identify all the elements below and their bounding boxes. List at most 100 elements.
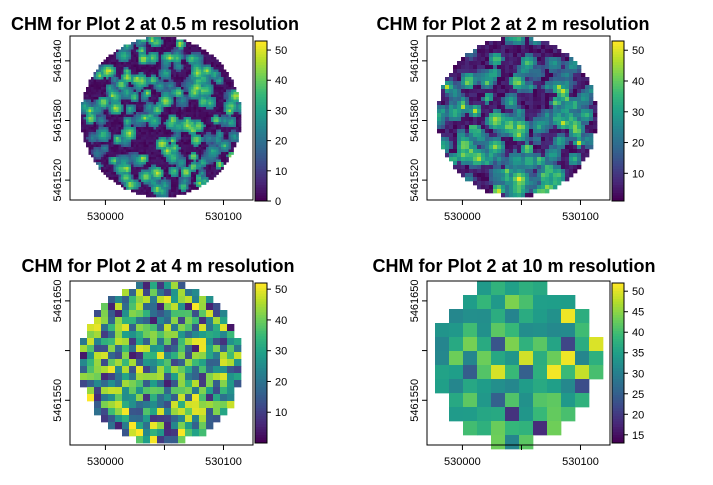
raster-cell [156, 99, 159, 103]
raster-cell [521, 97, 526, 102]
raster-cell [171, 366, 179, 374]
raster-cell [108, 345, 116, 353]
raster-cell [206, 97, 209, 100]
raster-cell [116, 92, 119, 95]
raster-cell [136, 132, 139, 135]
raster-cell [148, 62, 152, 65]
raster-cell [188, 152, 192, 155]
raster-cell [171, 57, 174, 60]
raster-cell [581, 121, 586, 126]
raster-cell [206, 77, 209, 80]
colorbar-tick-label: 30 [632, 107, 644, 119]
raster-cell [88, 82, 92, 85]
raster-cell [557, 57, 562, 62]
raster-cell [545, 93, 550, 98]
raster-cell [477, 113, 482, 118]
raster-cell [216, 129, 219, 133]
raster-cell [188, 102, 192, 105]
raster-cell [122, 303, 130, 311]
raster-cell [133, 117, 137, 120]
raster-cell [156, 49, 159, 53]
raster-cell [191, 47, 194, 50]
raster-cell [569, 69, 574, 74]
raster-cell [198, 167, 202, 170]
x-tick-label: 530000 [87, 211, 124, 223]
raster-cell [131, 42, 134, 45]
raster-cell [103, 79, 107, 83]
raster-cell [465, 137, 470, 142]
raster-cell [537, 109, 542, 114]
raster-cell [477, 85, 482, 90]
raster-cell [553, 141, 558, 146]
raster-cell [513, 185, 518, 190]
raster-cell [561, 165, 566, 170]
raster-cell [569, 81, 574, 86]
raster-cell [131, 84, 134, 88]
raster-cell [208, 59, 212, 63]
raster-cell [196, 47, 199, 50]
raster-cell [573, 169, 578, 174]
raster-cell [118, 64, 122, 68]
raster-cell [228, 87, 232, 90]
raster-cell [116, 119, 119, 123]
raster-cell [141, 64, 144, 68]
raster-cell [220, 324, 228, 332]
raster-cell [88, 129, 92, 133]
raster-cell [228, 79, 232, 83]
raster-cell [191, 104, 194, 108]
raster-cell [461, 93, 466, 98]
raster-cell [93, 147, 97, 150]
raster-cell [183, 114, 187, 118]
raster-cell [133, 62, 137, 65]
raster-cell [473, 161, 478, 166]
raster-cell [111, 94, 114, 98]
raster-cell [133, 57, 137, 60]
raster-cell [115, 373, 123, 381]
raster-cell [168, 69, 172, 73]
raster-cell [98, 89, 102, 93]
raster-cell [151, 99, 154, 103]
raster-cell [521, 189, 526, 194]
raster-cell [133, 137, 137, 140]
colorbar-swatch [612, 166, 624, 170]
raster-cell [113, 57, 117, 60]
raster-cell [101, 69, 104, 73]
raster-cell [521, 137, 526, 142]
raster-cell [178, 129, 182, 133]
raster-cell [196, 149, 199, 153]
raster-cell [122, 387, 130, 395]
raster-cell [545, 81, 550, 86]
raster-cell [176, 134, 179, 138]
raster-cell [453, 73, 458, 78]
raster-cell [461, 65, 466, 70]
raster-cell [178, 132, 182, 135]
raster-cell [178, 338, 186, 346]
raster-cell [136, 182, 139, 185]
raster-cell [183, 82, 187, 85]
raster-cell [211, 167, 214, 170]
raster-cell [489, 153, 494, 158]
raster-cell [445, 125, 450, 130]
raster-cell [131, 52, 134, 55]
raster-cell [236, 122, 239, 125]
raster-cell [525, 137, 530, 142]
raster-cell [181, 122, 184, 125]
raster-cell [150, 331, 158, 339]
raster-cell [150, 352, 158, 360]
raster-cell [116, 134, 119, 138]
raster-cell [128, 184, 132, 188]
raster-cell [91, 154, 94, 158]
raster-cell [98, 144, 102, 148]
raster-cell [193, 89, 197, 93]
raster-cell [188, 69, 192, 73]
raster-cell [513, 133, 518, 138]
raster-cell [234, 380, 242, 388]
raster-cell [96, 104, 99, 108]
raster-cell [521, 65, 526, 70]
raster-cell [113, 104, 117, 108]
raster-cell [231, 119, 234, 123]
raster-cell [545, 161, 550, 166]
raster-cell [201, 122, 204, 125]
raster-cell [173, 167, 177, 170]
